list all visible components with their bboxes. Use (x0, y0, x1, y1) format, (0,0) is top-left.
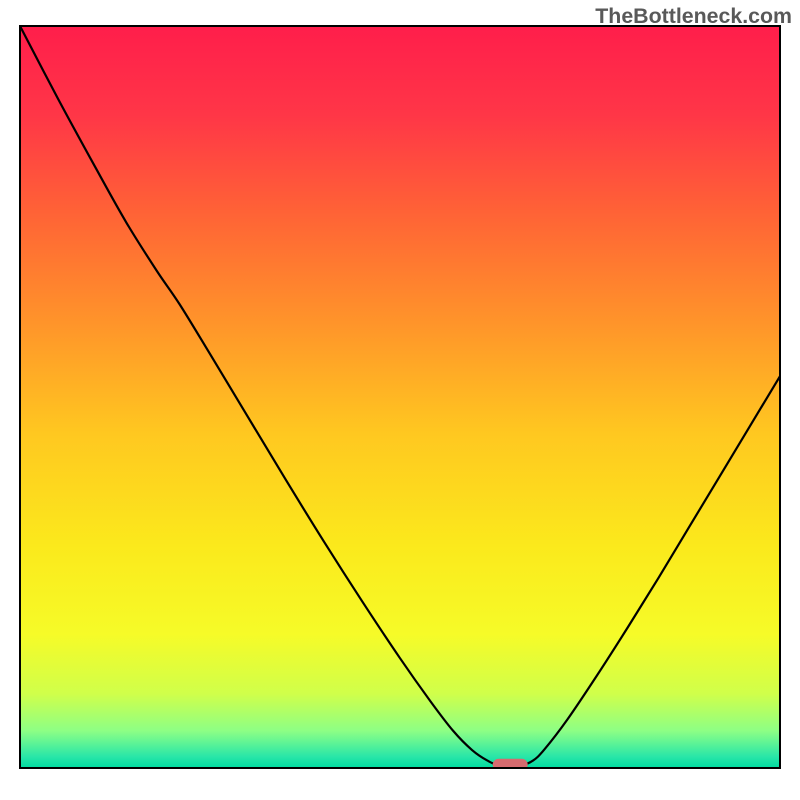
bottleneck-chart (0, 0, 800, 800)
chart-container: TheBottleneck.com (0, 0, 800, 800)
watermark-text: TheBottleneck.com (595, 4, 792, 29)
